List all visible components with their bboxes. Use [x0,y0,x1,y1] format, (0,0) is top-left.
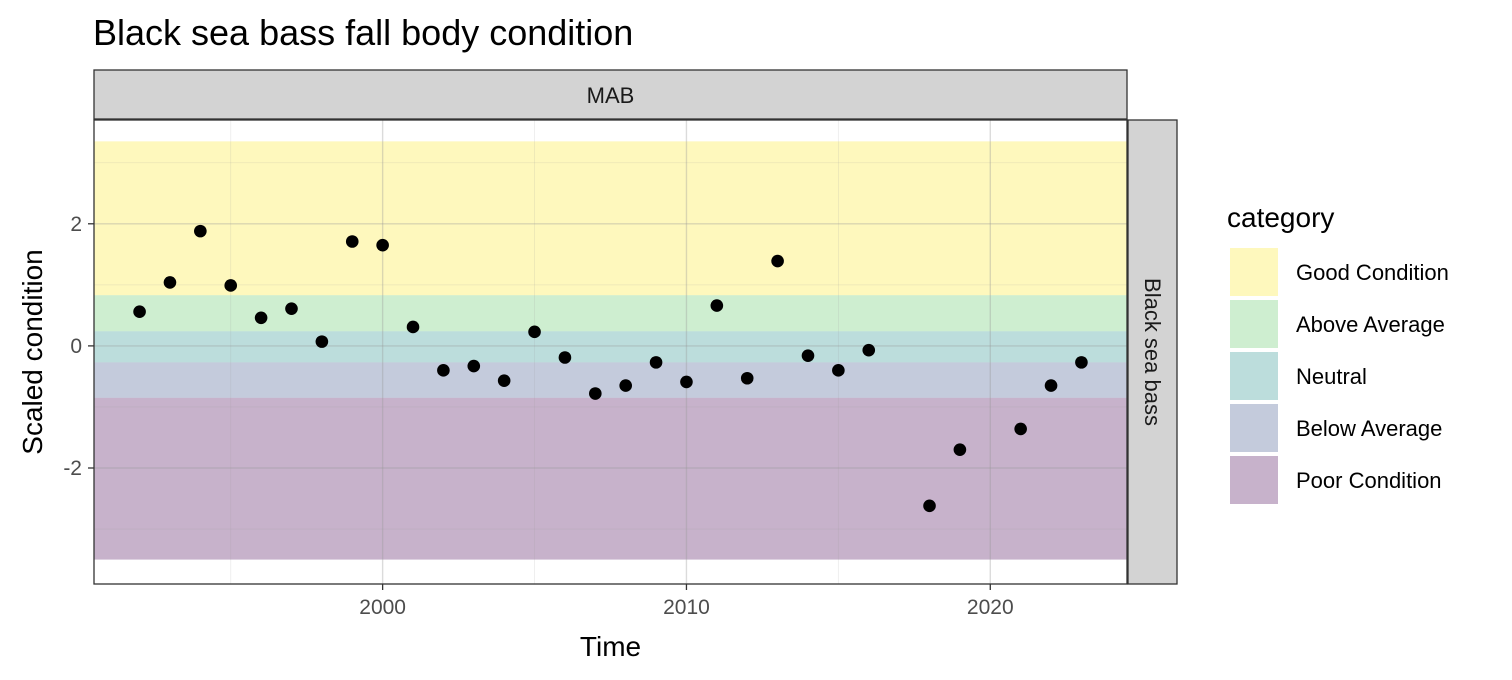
chart-title: Black sea bass fall body condition [93,12,633,53]
legend-key-above-average [1230,300,1278,348]
band-above-average [94,295,1127,332]
y-axis-title: Scaled condition [17,249,48,454]
data-point [285,302,298,315]
data-point [862,343,876,357]
data-point [467,359,481,373]
legend-label: Good Condition [1296,260,1449,285]
data-point [619,379,632,392]
legend-key-good-condition [1230,248,1278,296]
category-bands [94,141,1127,560]
data-point [589,387,602,400]
y-tick-label: 0 [70,335,82,358]
x-tick-label: 2010 [663,596,710,619]
facet-label-top: MAB [587,83,635,108]
legend-label: Below Average [1296,416,1442,441]
data-point [1014,422,1027,436]
data-point [740,371,754,385]
legend-title: category [1227,202,1334,233]
data-point [376,238,389,252]
data-point [1075,356,1088,369]
data-point [649,356,663,369]
data-point [437,364,450,377]
data-point [163,276,177,289]
facet-label-right: Black sea bass [1140,278,1165,426]
panel-background [94,120,1127,584]
x-tick-label: 2020 [967,596,1014,619]
grid-lines [94,120,1127,584]
legend-key-neutral [1230,352,1278,400]
data-point [710,299,724,312]
legend-key-poor-condition [1230,456,1278,504]
data-point [497,374,511,387]
facet-strip-right [1127,119,1178,585]
data-point [680,375,693,389]
x-axis-title: Time [580,631,641,662]
data-point [254,311,268,325]
data-points [133,224,1088,513]
y-tick-label: 2 [70,213,82,236]
panel-border [93,119,1128,585]
data-point [558,351,572,364]
facet-strip-top [93,69,1128,120]
data-point [771,254,784,268]
band-neutral [94,331,1127,363]
data-point [345,235,359,248]
legend-label: Above Average [1296,312,1445,337]
band-poor-condition [94,397,1127,560]
y-axis: -2 0 2 [63,213,94,480]
data-point [133,305,146,319]
data-point [801,349,815,362]
data-point [224,279,238,292]
data-point [406,320,420,334]
x-axis: 2000 2010 2020 [359,584,1014,619]
y-tick-label: -2 [63,457,82,480]
data-point [194,224,207,238]
data-point [1044,379,1058,392]
data-point [953,443,967,456]
legend-label: Poor Condition [1296,468,1442,493]
legend: Good Condition Above Average Neutral Below … [1230,248,1449,504]
legend-key-below-average [1230,404,1278,452]
band-below-average [94,362,1127,398]
data-point [923,499,936,513]
data-point [832,364,845,377]
data-point [315,335,329,348]
legend-label: Neutral [1296,364,1367,389]
band-good-condition [94,141,1127,296]
data-point [528,325,541,339]
x-tick-label: 2000 [359,596,406,619]
